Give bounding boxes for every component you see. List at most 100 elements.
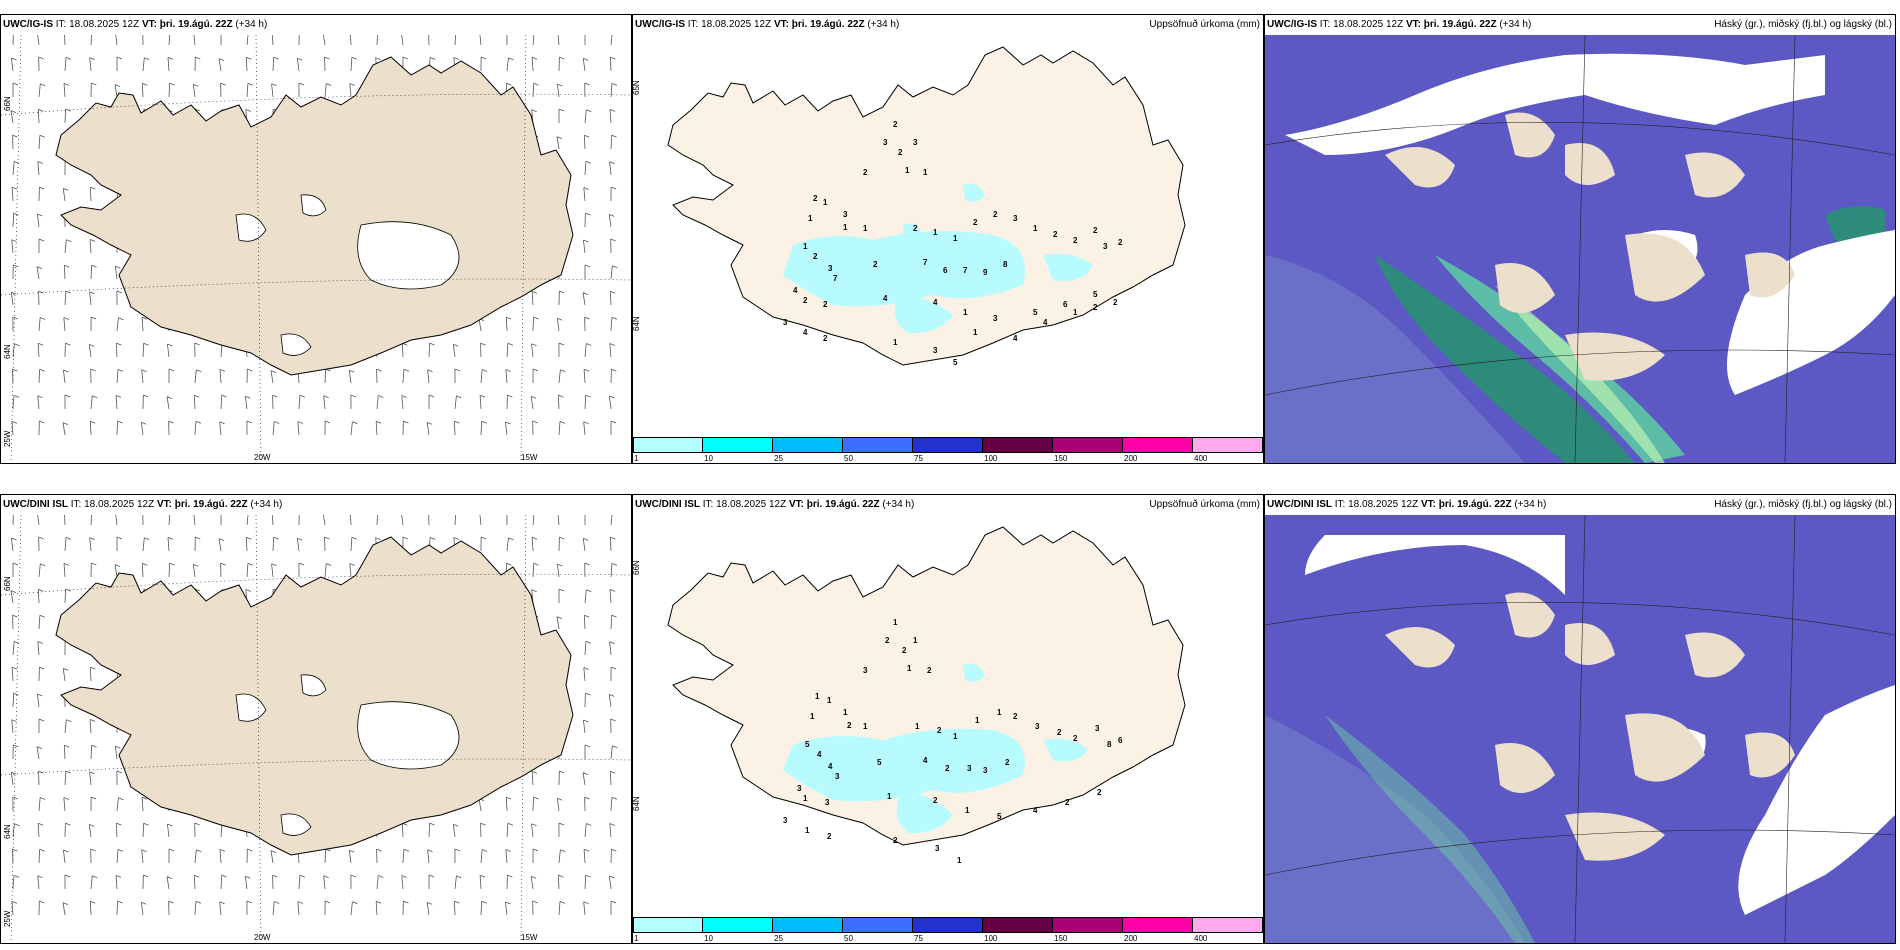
colorbar-tick-label: 75 [914, 454, 923, 463]
precip-colorbar: 1 10 25 50 75 100 150 200 400 [633, 437, 1263, 463]
precip-value-label: 2 [847, 721, 852, 730]
colorbar-tick-label: 25 [774, 934, 783, 943]
precip-value-label: 2 [1118, 238, 1123, 247]
lon-side-label: 25W [3, 910, 12, 927]
colorbar-swatch [843, 917, 913, 933]
cloud-title: Háský (gr.), miðský (fj.bl.) og lágský (… [1714, 499, 1892, 510]
precip-value-label: 1 [803, 794, 808, 803]
colorbar-tick-label: 200 [1124, 934, 1138, 943]
lat-label: 64N [3, 824, 12, 839]
precip-area [783, 663, 1088, 834]
colorbar-tick-label: 75 [914, 934, 923, 943]
colorbar-tick-label: 200 [1124, 454, 1138, 463]
lon-side-label: 25W [3, 430, 12, 447]
precip-value-label: 5 [1093, 290, 1098, 299]
precip-value-label: 2 [813, 252, 818, 261]
lat-label: 66N [3, 96, 12, 111]
precip-value-label: 1 [965, 806, 970, 815]
precip-value-label: 3 [1013, 214, 1018, 223]
precip-value-label: 3 [863, 666, 868, 675]
colorbar-swatch [913, 437, 983, 453]
precip-value-label: 2 [813, 194, 818, 203]
precip-value-label: 2 [973, 218, 978, 227]
precip-value-label: 1 [863, 224, 868, 233]
colorbar-tick-label: 100 [984, 454, 998, 463]
colorbar-tick-label: 1 [634, 934, 639, 943]
lon-label: 15W [521, 933, 538, 942]
colorbar-swatch [773, 437, 843, 453]
precip-title: Uppsöfnuð úrkoma (mm) [1149, 19, 1260, 30]
lon-label: 20W [254, 933, 271, 942]
precip-value-label: 1 [827, 696, 832, 705]
precip-value-label: 3 [828, 264, 833, 273]
precip-value-label: 8 [1107, 740, 1112, 749]
precip-value-label: 3 [935, 844, 940, 853]
precip-value-label: 2 [1113, 298, 1118, 307]
precip-value-label: 1 [808, 214, 813, 223]
precip-value-label: 1 [915, 722, 920, 731]
precip-value-label: 4 [1033, 806, 1038, 815]
precip-panel-header: UWC/DINI ISL IT: 18.08.2025 12Z VT: þri.… [635, 499, 915, 510]
precip-value-label: 1 [953, 732, 958, 741]
precip-value-label: 2 [1073, 236, 1078, 245]
lat-label: 64N [632, 316, 641, 331]
precip-value-label: 1 [953, 234, 958, 243]
precip-value-label: 6 [943, 266, 948, 275]
precip-value-label: 5 [805, 740, 810, 749]
precip-value-label: 1 [893, 618, 898, 627]
precip-value-label: 3 [883, 138, 888, 147]
cloud-panel-header: UWC/IG-IS IT: 18.08.2025 12Z VT: þri. 19… [1267, 19, 1532, 30]
precip-value-label: 2 [902, 646, 907, 655]
wind-panel-row2: UWC/DINI ISL IT: 18.08.2025 12Z VT: þri.… [0, 494, 632, 944]
colorbar-tick-label: 150 [1054, 454, 1068, 463]
precip-value-label: 1 [1073, 308, 1078, 317]
colorbar-tick-label: 400 [1194, 454, 1208, 463]
precip-value-label: 3 [825, 798, 830, 807]
precip-value-label: 1 [805, 826, 810, 835]
precip-value-label: 2 [873, 260, 878, 269]
cloud-panel-row1: UWC/IG-IS IT: 18.08.2025 12Z VT: þri. 19… [1264, 14, 1896, 464]
cloud-map [1265, 35, 1895, 463]
colorbar-tick-label: 25 [774, 454, 783, 463]
precip-value-label: 1 [810, 712, 815, 721]
precip-value-label: 3 [843, 210, 848, 219]
precip-value-label: 3 [993, 314, 998, 323]
precip-value-label: 5 [997, 812, 1002, 821]
precip-value-label: 2 [803, 296, 808, 305]
precip-value-label: 6 [1063, 300, 1068, 309]
wind-map [1, 35, 631, 463]
precip-value-label: 8 [1003, 260, 1008, 269]
colorbar-swatch [1123, 917, 1193, 933]
precip-value-label: 4 [1013, 334, 1018, 343]
precip-value-label: 2 [863, 168, 868, 177]
precip-value-label: 3 [967, 764, 972, 773]
precip-value-label: 4 [883, 294, 888, 303]
precip-value-label: 1 [923, 168, 928, 177]
precip-value-label: 2 [1005, 758, 1010, 767]
precip-value-label: 1 [907, 664, 912, 673]
precip-value-label: 1 [843, 223, 848, 232]
colorbar-tick-label: 10 [704, 934, 713, 943]
precip-value-label: 4 [793, 286, 798, 295]
precip-value-label: 1 [843, 708, 848, 717]
precip-value-label: 3 [797, 784, 802, 793]
precip-value-label: 1 [975, 716, 980, 725]
wind-panel-header: UWC/IG-IS IT: 18.08.2025 12Z VT: þri. 19… [3, 19, 268, 30]
precip-value-label: 1 [957, 856, 962, 865]
colorbar-swatch [843, 437, 913, 453]
precip-value-label: 7 [963, 266, 968, 275]
precip-value-label: 2 [823, 334, 828, 343]
precip-panel-row2: UWC/DINI ISL IT: 18.08.2025 12Z VT: þri.… [632, 494, 1264, 944]
precip-value-label: 5 [953, 358, 958, 367]
colorbar-tick-label: 100 [984, 934, 998, 943]
precip-value-label: 3 [1103, 242, 1108, 251]
precip-value-label: 3 [983, 766, 988, 775]
colorbar-tick-label: 50 [844, 934, 853, 943]
precip-value-label: 3 [933, 346, 938, 355]
precip-area [783, 183, 1093, 334]
precip-value-label: 1 [973, 328, 978, 337]
